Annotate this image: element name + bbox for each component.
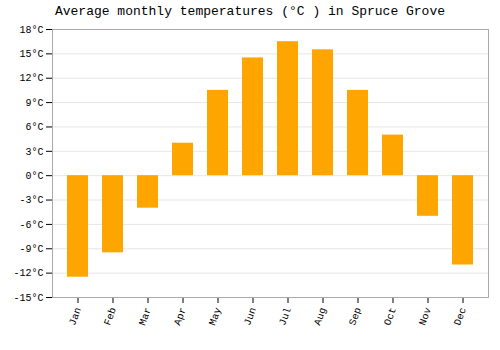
svg-text:18°C: 18°C (19, 25, 43, 36)
svg-text:Jan: Jan (67, 306, 83, 327)
svg-text:May: May (207, 306, 223, 327)
svg-text:-3°C: -3°C (19, 195, 43, 206)
svg-text:Jun: Jun (242, 306, 258, 327)
html-text:Average monthly temperatures (: Average monthly temperatures (°C ) in Sp… (55, 4, 445, 19)
svg-text:Aug: Aug (312, 306, 328, 327)
svg-text:-12°C: -12°C (13, 268, 43, 279)
svg-text:3°C: 3°C (25, 147, 43, 158)
svg-text:Oct: Oct (382, 306, 398, 327)
svg-text:-6°C: -6°C (19, 220, 43, 231)
svg-text:Apr: Apr (172, 306, 188, 327)
svg-text:Dec: Dec (452, 306, 468, 327)
svg-text:Nov: Nov (417, 306, 433, 327)
svg-text:-15°C: -15°C (13, 293, 43, 304)
svg-text:Feb: Feb (102, 306, 118, 327)
svg-text:Jul: Jul (277, 306, 293, 327)
svg-text:6°C: 6°C (25, 122, 43, 133)
svg-text:15°C: 15°C (19, 49, 43, 60)
svg-text:Sep: Sep (347, 306, 363, 327)
svg-text:12°C: 12°C (19, 73, 43, 84)
svg-text:9°C: 9°C (25, 98, 43, 109)
svg-text:-9°C: -9°C (19, 244, 43, 255)
svg-text:Mar: Mar (137, 306, 153, 327)
svg-text:0°C: 0°C (25, 171, 43, 182)
